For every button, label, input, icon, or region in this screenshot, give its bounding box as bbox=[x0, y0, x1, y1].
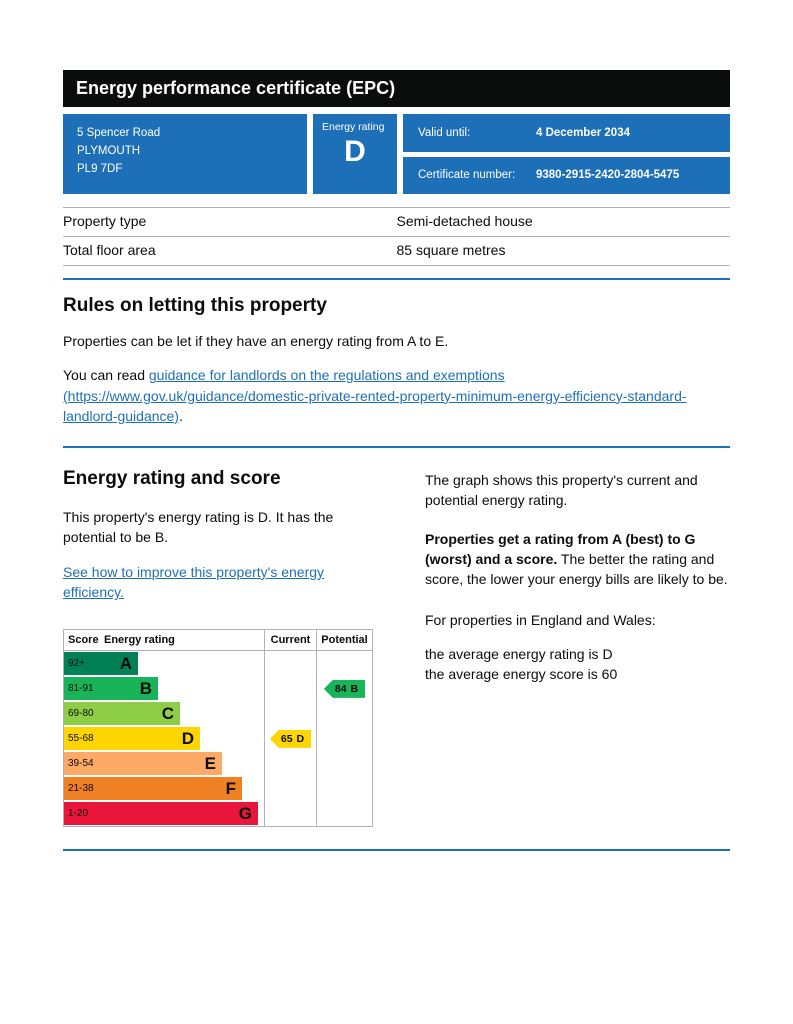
chart-body: 92+ A 81-91 B 84 B 69-80 C 55-68 D 65 D 39-54 E 21-38 F… bbox=[64, 651, 372, 827]
averages-text: the average energy rating is D the averag… bbox=[425, 644, 730, 685]
address-line-2: PLYMOUTH bbox=[77, 144, 141, 157]
property-details-table: Property type Semi-detached house Total … bbox=[63, 207, 730, 266]
section-divider bbox=[63, 849, 730, 852]
rating-explainer: Properties get a rating from A (best) to… bbox=[425, 529, 730, 590]
letting-rules-heading: Rules on letting this property bbox=[63, 295, 327, 316]
rating-explainer-bold: Properties get a rating from A (best) to… bbox=[425, 530, 696, 568]
potential-rating-indicator: 84 B bbox=[323, 679, 366, 698]
floor-area-value: 85 square metres bbox=[396, 242, 506, 258]
chart-col-score-header: Score bbox=[68, 634, 99, 647]
address-line-1: 5 Spencer Road bbox=[77, 127, 161, 139]
energy-rating-value: D bbox=[344, 135, 366, 168]
address-line-3: PL9 7DF bbox=[77, 162, 123, 175]
letting-rules-intro: Properties can be let if they have an en… bbox=[63, 333, 449, 349]
band-bar-b: 81-91 B bbox=[64, 677, 158, 701]
average-score-line: the average energy score is 60 bbox=[425, 666, 618, 683]
epc-page: Energy performance certificate (EPC) 5 S… bbox=[63, 70, 730, 852]
rating-section-left: Energy rating and score This property's … bbox=[63, 468, 375, 828]
chart-row-c: 69-80 C bbox=[64, 701, 372, 727]
chart-row-g: 1-20 G bbox=[64, 801, 372, 827]
chart-row-e: 39-54 E bbox=[64, 751, 372, 777]
band-bar-a: 92+ A bbox=[64, 652, 138, 676]
chart-row-a: 92+ A bbox=[64, 651, 372, 677]
rating-score-heading: Energy rating and score bbox=[63, 468, 281, 490]
rating-summary-text: This property's energy rating is D. It h… bbox=[63, 509, 334, 546]
certificate-meta: Valid until: 4 December 2034 Certificate… bbox=[403, 114, 730, 194]
average-rating-line: the average energy rating is D bbox=[425, 645, 613, 662]
rating-explainer-rest: The better the rating and score, the low… bbox=[425, 551, 728, 588]
valid-until-label: Valid until: bbox=[418, 126, 471, 139]
band-bar-d: 55-68 D bbox=[64, 727, 200, 751]
band-bar-c: 69-80 C bbox=[64, 702, 180, 726]
certificate-number-value: 9380-2915-2420-2804-5475 bbox=[536, 169, 680, 182]
improve-paragraph: See how to improve this property's energ… bbox=[63, 562, 375, 603]
chart-col-current-header: Current bbox=[264, 630, 316, 651]
chart-row-d: 55-68 D 65 D bbox=[64, 726, 372, 752]
certificate-title: Energy performance certificate (EPC) bbox=[63, 70, 730, 107]
rating-section-right: The graph shows this property's current … bbox=[425, 468, 730, 827]
region-text: For properties in England and Wales: bbox=[425, 611, 656, 628]
summary-panel: 5 Spencer Road PLYMOUTH PL9 7DF Energy r… bbox=[63, 114, 730, 194]
energy-rating-chart: Score Energy rating Current Potential 92… bbox=[63, 629, 373, 828]
landlord-guidance-link[interactable]: guidance for landlords on the regulation… bbox=[63, 367, 687, 424]
certificate-number-label: Certificate number: bbox=[418, 169, 516, 182]
guidance-suffix: . bbox=[178, 407, 183, 424]
valid-until-value: 4 December 2034 bbox=[536, 126, 630, 139]
band-bar-f: 21-38 F bbox=[64, 777, 242, 801]
guidance-prefix: You can read bbox=[63, 367, 149, 384]
chart-col-potential-header: Potential bbox=[316, 630, 372, 651]
section-divider bbox=[63, 278, 730, 280]
property-type-label: Property type bbox=[63, 213, 147, 229]
energy-rating-label: Energy rating bbox=[322, 121, 385, 133]
certificate-number-box: Certificate number: 9380-2915-2420-2804-… bbox=[403, 156, 730, 194]
current-rating-indicator: 65 D bbox=[269, 729, 312, 748]
graph-intro-text: The graph shows this property's current … bbox=[425, 472, 698, 509]
chart-row-b: 81-91 B 84 B bbox=[64, 676, 372, 702]
table-row: Property type Semi-detached house bbox=[63, 208, 730, 237]
chart-row-f: 21-38 F bbox=[64, 776, 372, 802]
rating-section: Energy rating and score This property's … bbox=[63, 468, 730, 828]
energy-rating-box: Energy rating D bbox=[313, 114, 397, 194]
valid-until-box: Valid until: 4 December 2034 bbox=[403, 114, 730, 152]
property-address: 5 Spencer Road PLYMOUTH PL9 7DF bbox=[63, 114, 307, 194]
floor-area-label: Total floor area bbox=[63, 242, 156, 258]
property-type-value: Semi-detached house bbox=[396, 213, 533, 229]
chart-header: Score Energy rating Current Potential bbox=[64, 630, 372, 652]
table-row: Total floor area 85 square metres bbox=[63, 237, 730, 266]
section-divider bbox=[63, 446, 730, 449]
letting-guidance-paragraph: You can read guidance for landlords on t… bbox=[63, 365, 730, 426]
chart-col-rating-header: Energy rating bbox=[104, 634, 175, 647]
improve-efficiency-link[interactable]: See how to improve this property's energ… bbox=[63, 563, 325, 601]
band-bar-g: 1-20 G bbox=[64, 802, 258, 826]
band-bar-e: 39-54 E bbox=[64, 752, 222, 776]
